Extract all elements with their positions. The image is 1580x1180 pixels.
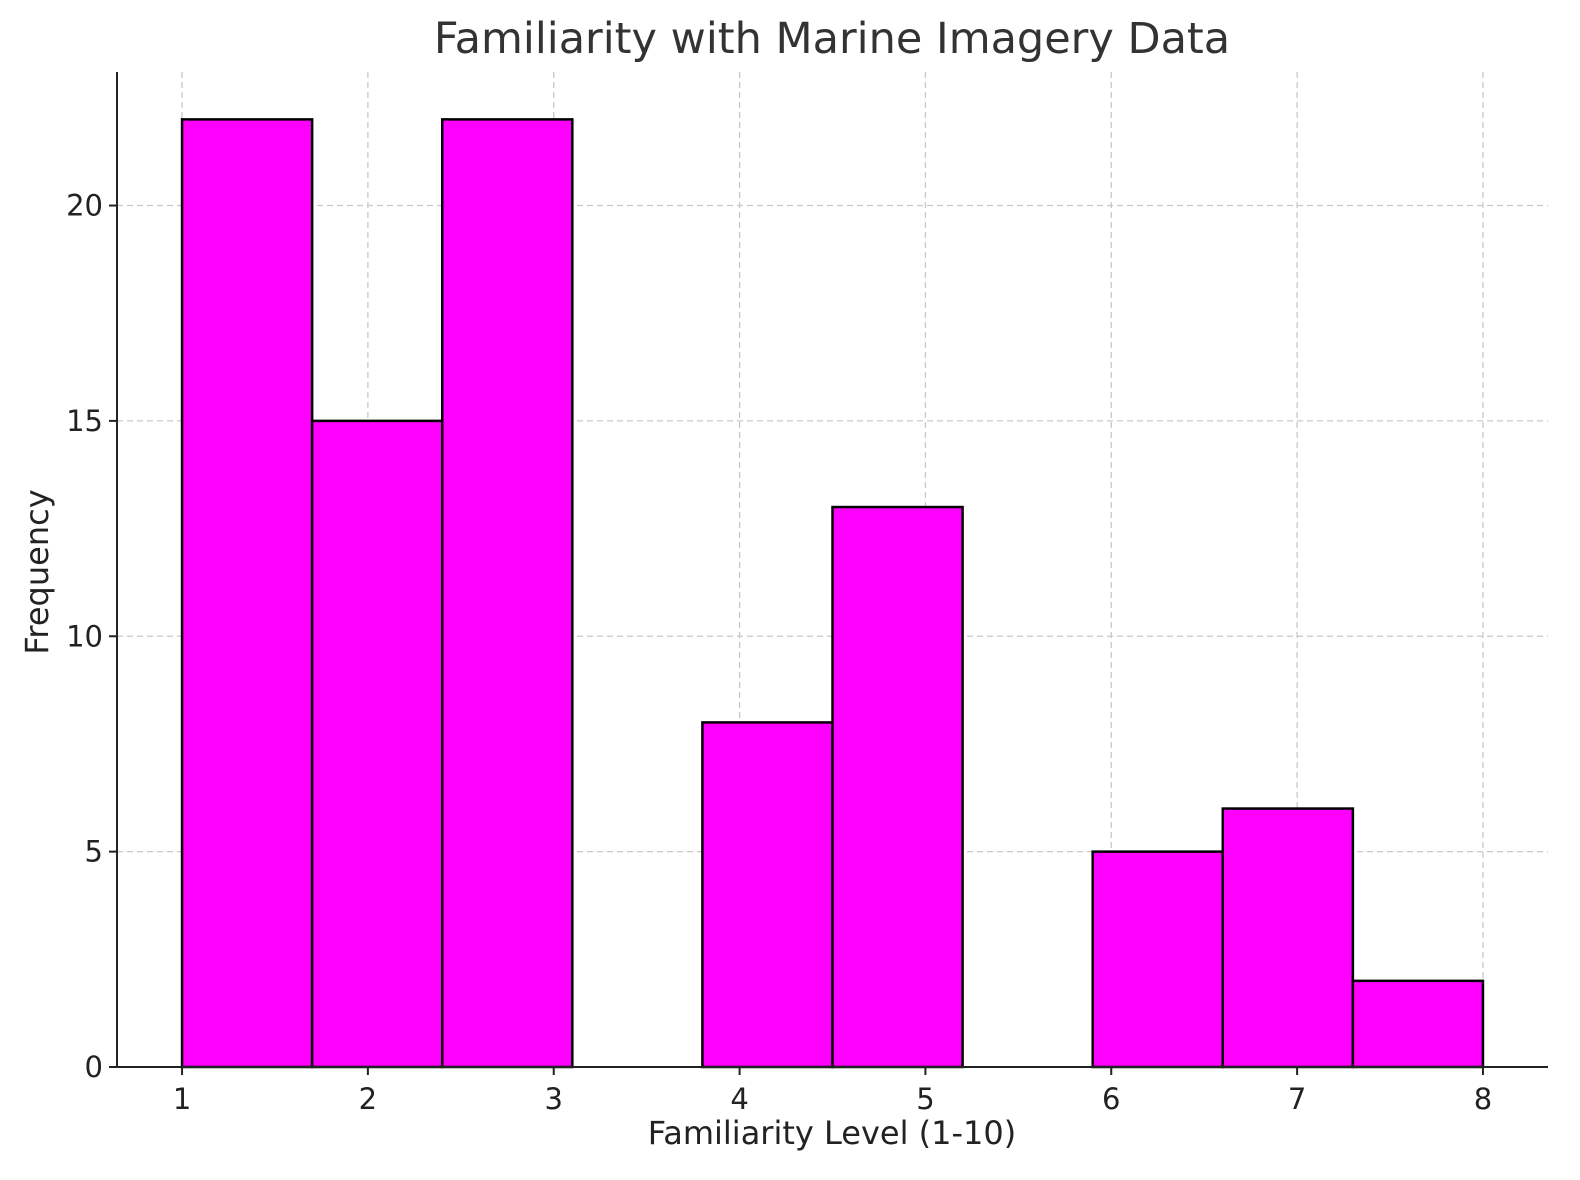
- x-tick-label: 1: [173, 1082, 191, 1116]
- histogram-bar: [180, 118, 314, 1069]
- x-tick-label: 3: [545, 1082, 563, 1116]
- histogram-bar: [1221, 807, 1355, 1069]
- histogram-bar: [831, 505, 964, 1069]
- histogram-bar: [440, 118, 574, 1069]
- x-tick-label: 6: [1102, 1082, 1120, 1116]
- x-tick-label: 8: [1474, 1082, 1492, 1116]
- x-axis-label: Familiarity Level (1-10): [648, 1114, 1016, 1152]
- axes: [116, 72, 1548, 1068]
- histogram-bar: [1091, 850, 1225, 1069]
- x-tick-label: 2: [359, 1082, 377, 1116]
- histogram-bar: [701, 721, 834, 1069]
- histogram-bar: [310, 419, 444, 1069]
- ticks: 1 2 3 4 5 6 7 8 0 5 10 15 20: [66, 189, 1492, 1116]
- y-tick-label: 10: [66, 619, 103, 653]
- chart-title: Familiarity with Marine Imagery Data: [434, 14, 1230, 64]
- y-tick-label: 0: [85, 1050, 103, 1084]
- y-tick-label: 20: [66, 189, 103, 223]
- bars: [180, 118, 1485, 1069]
- y-tick-label: 5: [85, 835, 103, 869]
- x-tick-label: 4: [730, 1082, 748, 1116]
- histogram-bar: [1351, 979, 1485, 1069]
- x-tick-label: 7: [1288, 1082, 1306, 1116]
- x-tick-label: 5: [916, 1082, 934, 1116]
- y-tick-label: 15: [66, 404, 103, 438]
- y-axis-label: Frequency: [18, 489, 56, 654]
